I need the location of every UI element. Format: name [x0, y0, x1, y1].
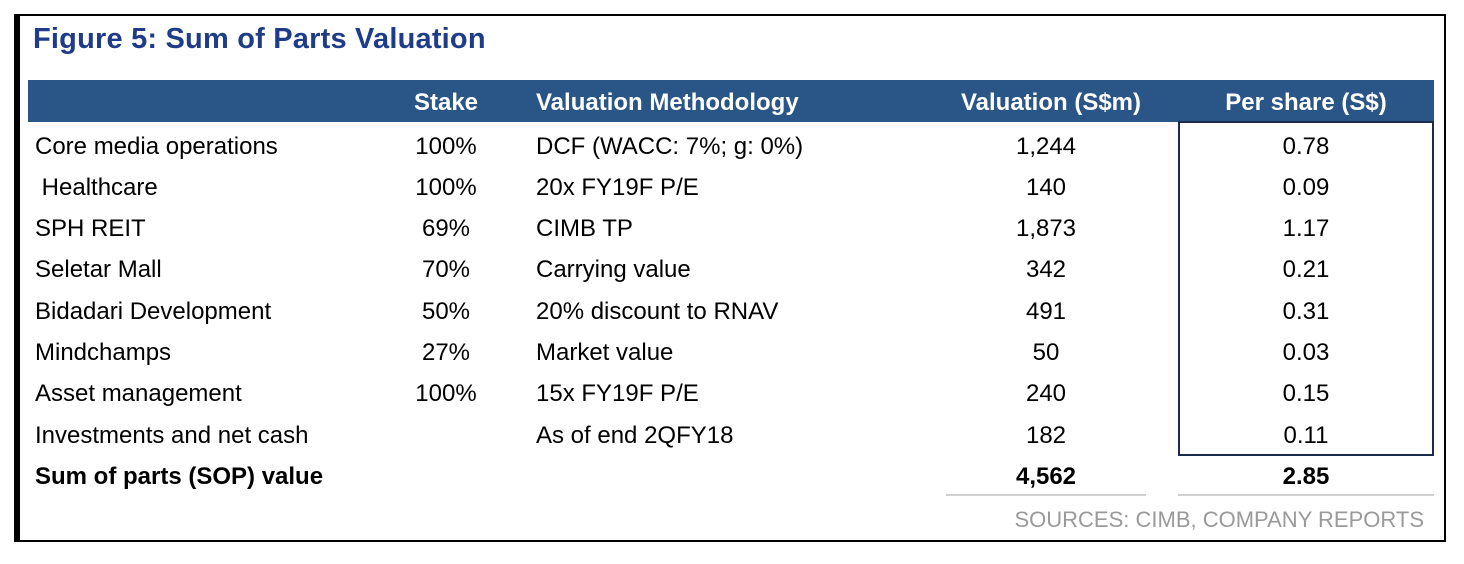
row-stake: 100% — [415, 380, 477, 407]
row-method: As of end 2QFY18 — [536, 422, 734, 449]
row-stake: 69% — [421, 215, 471, 242]
row-method: Carrying value — [536, 256, 691, 283]
row-per-share: 1.17 — [1282, 215, 1330, 242]
per-share-separator — [1178, 494, 1434, 496]
row-per-share: 0.21 — [1282, 256, 1330, 283]
sources-note: SOURCES: CIMB, COMPANY REPORTS — [1014, 507, 1424, 532]
row-method: CIMB TP — [536, 215, 633, 242]
row-method: 20x FY19F P/E — [536, 174, 699, 201]
row-per-share: 0.15 — [1282, 380, 1330, 407]
valuation-separator — [946, 494, 1146, 496]
figure-title: Figure 5: Sum of Parts Valuation — [33, 23, 486, 55]
row-valuation: 491 — [1025, 298, 1067, 325]
row-valuation: 240 — [1025, 380, 1067, 407]
row-valuation: 1,873 — [1015, 215, 1077, 242]
row-per-share: 0.09 — [1282, 174, 1330, 201]
row-per-share: 0.31 — [1282, 298, 1330, 325]
row-valuation: 342 — [1025, 256, 1067, 283]
row-label: Healthcare — [35, 174, 158, 201]
row-stake: 100% — [415, 133, 477, 160]
row-valuation: 1,244 — [1015, 133, 1077, 160]
row-stake: 70% — [421, 256, 471, 283]
header-valuation: Valuation (S$m) — [960, 89, 1142, 116]
header-per-share: Per share (S$) — [1225, 89, 1387, 116]
row-valuation: 140 — [1025, 174, 1067, 201]
per-share-box — [1178, 121, 1434, 456]
total-label: Sum of parts (SOP) value — [35, 463, 324, 490]
row-label: Investments and net cash — [35, 422, 309, 449]
row-per-share: 0.03 — [1282, 339, 1330, 366]
row-method: 20% discount to RNAV — [536, 298, 779, 325]
row-label: Mindchamps — [35, 339, 172, 366]
row-label: Seletar Mall — [35, 256, 162, 283]
row-valuation: 182 — [1025, 422, 1067, 449]
row-per-share: 0.11 — [1283, 422, 1329, 449]
row-stake: 50% — [421, 298, 471, 325]
row-stake: 27% — [421, 339, 471, 366]
header-stake: Stake — [413, 89, 479, 116]
row-label: Bidadari Development — [35, 298, 272, 325]
total-per-share: 2.85 — [1282, 463, 1330, 490]
header-methodology: Valuation Methodology — [536, 89, 799, 116]
row-method: Market value — [536, 339, 674, 366]
row-method: DCF (WACC: 7%; g: 0%) — [536, 133, 804, 160]
row-per-share: 0.78 — [1282, 133, 1330, 160]
row-label: SPH REIT — [35, 215, 146, 242]
row-valuation: 50 — [1032, 339, 1060, 366]
total-valuation: 4,562 — [1015, 463, 1077, 490]
row-stake: 100% — [415, 174, 477, 201]
table-header-bar — [28, 80, 1434, 122]
row-method: 15x FY19F P/E — [536, 380, 699, 407]
figure-frame — [14, 14, 1446, 542]
row-label: Core media operations — [35, 133, 278, 160]
row-label: Asset management — [35, 380, 242, 407]
